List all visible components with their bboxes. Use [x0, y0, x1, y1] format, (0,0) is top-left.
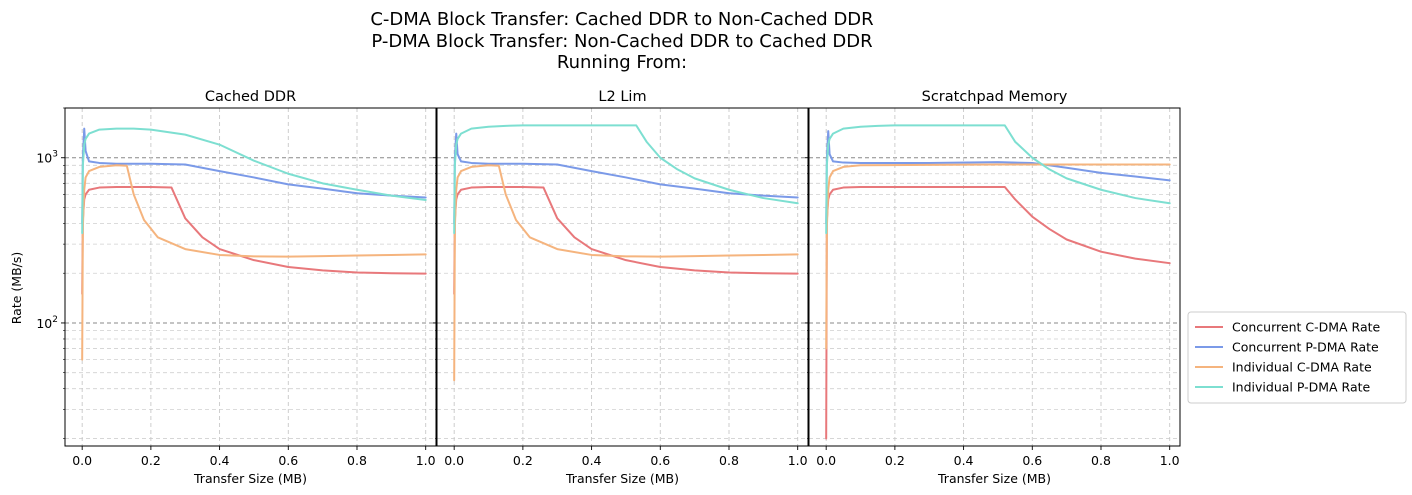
panel-scratchpad-memory: 0.0 0.2 0.4 0.6 0.8 1.0 Scratchpad Memory Trans… — [805, 89, 1181, 486]
x-axis-label: Transfer Size (MB) — [937, 471, 1051, 486]
x-tick-label: 0.2 — [885, 453, 905, 468]
suptitle-line-1: C-DMA Block Transfer: Cached DDR to Non-… — [370, 9, 873, 30]
x-tick-label: 1.0 — [416, 453, 436, 468]
legend-label: Concurrent P-DMA Rate — [1232, 340, 1379, 355]
figure-suptitle: C-DMA Block Transfer: Cached DDR to Non-… — [370, 9, 873, 73]
x-tick-label: 0.6 — [1022, 453, 1042, 468]
legend-label: Individual C-DMA Rate — [1232, 360, 1372, 375]
x-tick-label: 0.8 — [1091, 453, 1111, 468]
gridlines — [435, 107, 808, 446]
x-tick-label: 1.0 — [1160, 453, 1180, 468]
axes-frame — [436, 107, 809, 447]
series-line-concurrent-p-dma-rate — [81, 127, 427, 225]
panels-layer: 0.0 0.2 0.4 0.6 0.8 1.0 102 103 Cached DDR Transf… — [36, 89, 1181, 486]
suptitle-line-3: Running From: — [557, 52, 687, 73]
x-tick-label: 0.0 — [444, 453, 464, 468]
legend-item-individual-c-dma-rate: Individual C-DMA Rate — [1195, 360, 1372, 375]
axes-frame — [808, 107, 1181, 447]
series-line-concurrent-c-dma-rate — [453, 186, 799, 295]
x-tick-label: 1.0 — [788, 453, 808, 468]
series-line-individual-p-dma-rate — [81, 127, 427, 235]
y-tick-label: 102 — [36, 315, 58, 331]
suptitle-line-2: P-DMA Block Transfer: Non-Cached DDR to … — [371, 31, 872, 52]
panel-cached-ddr: 0.0 0.2 0.4 0.6 0.8 1.0 102 103 Cached DDR Transf… — [36, 89, 437, 486]
panel-title: Cached DDR — [205, 89, 296, 105]
series-line-individual-p-dma-rate — [453, 124, 799, 235]
series-lines — [453, 124, 799, 382]
legend-item-concurrent-c-dma-rate: Concurrent C-DMA Rate — [1195, 320, 1381, 335]
legend-item-concurrent-p-dma-rate: Concurrent P-DMA Rate — [1195, 340, 1379, 355]
series-line-concurrent-c-dma-rate — [81, 186, 427, 295]
series-line-concurrent-p-dma-rate — [825, 130, 1171, 225]
legend-label: Individual P-DMA Rate — [1232, 380, 1371, 395]
x-tick-label: 0.2 — [141, 453, 161, 468]
panel-l2-lim: 0.0 0.2 0.4 0.6 0.8 1.0 L2 Lim Transfer Size (M… — [433, 89, 809, 486]
x-tick-label: 0.0 — [816, 453, 836, 468]
series-lines — [81, 127, 427, 361]
gridlines — [807, 107, 1180, 446]
x-tick-label: 0.4 — [210, 453, 230, 468]
y-tick-label: 103 — [36, 150, 58, 166]
x-tick-label: 0.2 — [513, 453, 533, 468]
legend: Concurrent C-DMA Rate Concurrent P-DMA Ra… — [1187, 311, 1407, 404]
x-tick-label: 0.4 — [582, 453, 602, 468]
x-axis-label: Transfer Size (MB) — [193, 471, 307, 486]
x-tick-label: 0.6 — [278, 453, 298, 468]
series-line-concurrent-c-dma-rate — [825, 186, 1171, 440]
series-line-individual-c-dma-rate — [81, 164, 427, 361]
x-tick-label: 0.8 — [719, 453, 739, 468]
legend-frame — [1187, 311, 1407, 404]
x-axis-label: Transfer Size (MB) — [565, 471, 679, 486]
x-tick-label: 0.8 — [347, 453, 367, 468]
y-axis-label: Rate (MB/s) — [9, 252, 24, 324]
series-line-individual-c-dma-rate — [825, 163, 1171, 350]
panel-title: L2 Lim — [598, 89, 646, 105]
x-tick-label: 0.0 — [72, 453, 92, 468]
legend-item-individual-p-dma-rate: Individual P-DMA Rate — [1195, 380, 1371, 395]
panel-title: Scratchpad Memory — [922, 89, 1068, 105]
series-line-individual-p-dma-rate — [825, 124, 1171, 235]
series-line-individual-c-dma-rate — [453, 164, 799, 382]
x-tick-label: 0.6 — [650, 453, 670, 468]
axes-frame — [64, 107, 437, 447]
legend-label: Concurrent C-DMA Rate — [1232, 320, 1381, 335]
series-line-concurrent-p-dma-rate — [453, 132, 799, 225]
series-lines — [825, 124, 1171, 440]
x-tick-label: 0.4 — [954, 453, 974, 468]
